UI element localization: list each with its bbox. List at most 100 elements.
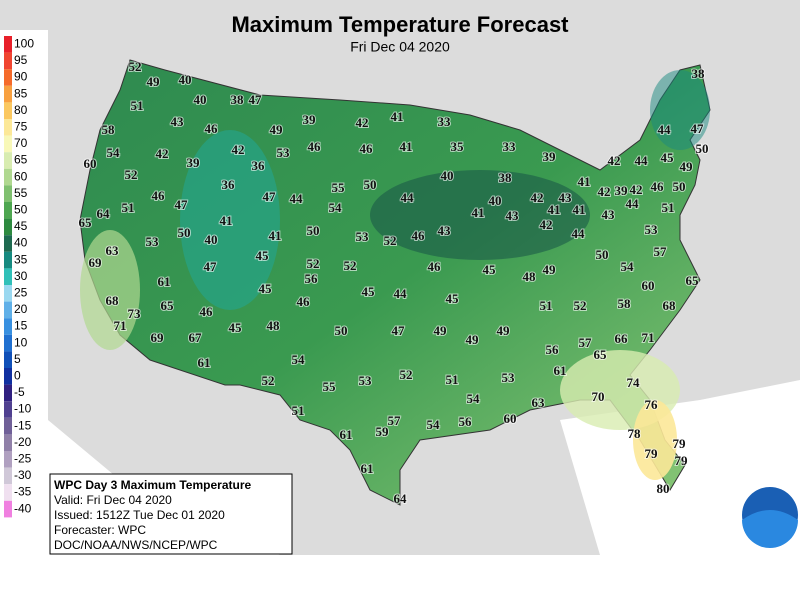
station-value: 49: [680, 159, 694, 174]
legend-swatch: [4, 152, 12, 169]
station-value: 65: [161, 298, 175, 313]
station-value: 44: [394, 286, 408, 301]
station-value: 54: [107, 145, 121, 160]
station-value: 39: [303, 112, 317, 127]
station-value: 71: [642, 330, 655, 345]
station-value: 45: [483, 262, 497, 277]
station-value: 50: [307, 223, 320, 238]
station-value: 65: [686, 273, 700, 288]
station-value: 51: [122, 200, 135, 215]
station-value: 38: [692, 66, 706, 81]
station-value: 65: [79, 215, 93, 230]
station-value: 55: [323, 379, 337, 394]
station-value: 50: [596, 247, 609, 262]
station-value: 47: [392, 323, 406, 338]
station-value: 43: [438, 223, 452, 238]
station-value: 76: [645, 397, 659, 412]
station-value: 52: [129, 59, 142, 74]
station-value: 71: [114, 318, 127, 333]
station-value: 45: [362, 284, 376, 299]
station-value: 74: [627, 375, 641, 390]
legend-label: 50: [14, 202, 28, 216]
legend-swatch: [4, 417, 12, 435]
station-value: 45: [661, 150, 675, 165]
station-value: 70: [592, 389, 605, 404]
station-value: 45: [446, 291, 460, 306]
station-value: 41: [391, 109, 404, 124]
legend-label: -5: [14, 385, 25, 399]
legend-label: 5: [14, 352, 21, 366]
station-value: 47: [263, 189, 277, 204]
legend-label: 100: [14, 36, 34, 50]
station-value: 44: [401, 190, 415, 205]
station-value: 53: [359, 373, 373, 388]
station-value: 58: [102, 122, 116, 137]
legend-label: 75: [14, 119, 28, 133]
station-value: 43: [506, 208, 520, 223]
station-value: 43: [171, 114, 185, 129]
station-value: 79: [645, 446, 659, 461]
info-box: [49, 473, 293, 555]
station-value: 39: [543, 149, 557, 164]
station-value: 52: [125, 167, 138, 182]
station-value: 54: [329, 200, 343, 215]
station-value: 54: [621, 259, 635, 274]
legend-swatch: [4, 467, 12, 485]
station-value: 45: [256, 248, 270, 263]
station-value: 47: [249, 92, 263, 107]
station-value: 73: [128, 306, 142, 321]
legend-swatch: [4, 434, 12, 451]
title: Maximum Temperature Forecast: [231, 12, 569, 37]
station-value: 78: [628, 426, 642, 441]
shade: [370, 170, 590, 260]
legend-label: 30: [14, 269, 28, 283]
station-value: 42: [156, 146, 169, 161]
station-value: 52: [262, 373, 275, 388]
station-value: 54: [292, 352, 306, 367]
station-value: 49: [270, 122, 284, 137]
legend-label: 60: [14, 169, 28, 183]
station-value: 46: [200, 304, 214, 319]
station-value: 46: [651, 179, 665, 194]
station-value: 40: [489, 193, 502, 208]
noaa-logo-wave: [742, 510, 798, 548]
station-value: 41: [472, 205, 485, 220]
station-value: 50: [178, 225, 191, 240]
station-value: 58: [618, 296, 632, 311]
station-value: 68: [106, 293, 120, 308]
info-line: DOC/NOAA/NWS/NCEP/WPC: [54, 538, 218, 552]
station-value: 53: [356, 229, 370, 244]
station-value: 46: [360, 141, 374, 156]
station-value: 45: [259, 281, 273, 296]
station-value: 38: [499, 170, 513, 185]
station-value: 53: [277, 145, 291, 160]
station-value: 42: [598, 184, 611, 199]
legend-swatch: [4, 202, 12, 219]
station-value: 48: [523, 269, 537, 284]
info-line: WPC Day 3 Maximum Temperature: [54, 478, 251, 492]
station-value: 41: [220, 213, 233, 228]
legend-label: 95: [14, 53, 28, 67]
legend-label: 80: [14, 103, 28, 117]
legend-swatch: [4, 301, 12, 319]
legend-swatch: [4, 119, 12, 136]
legend-label: 45: [14, 219, 28, 233]
station-value: 52: [384, 233, 397, 248]
station-value: 44: [626, 196, 640, 211]
station-value: 49: [434, 323, 448, 338]
station-value: 52: [574, 298, 587, 313]
info-line: Valid: Fri Dec 04 2020: [54, 493, 172, 507]
legend-swatch: [4, 102, 12, 119]
shade: [80, 230, 140, 350]
legend-swatch: [4, 235, 12, 252]
station-value: 61: [198, 355, 211, 370]
station-value: 63: [106, 243, 120, 258]
legend-swatch: [4, 268, 12, 285]
station-value: 63: [532, 395, 546, 410]
station-value: 56: [305, 271, 319, 286]
station-value: 48: [267, 318, 281, 333]
legend-label: -20: [14, 435, 32, 449]
legend-label: 0: [14, 368, 21, 382]
station-value: 42: [608, 153, 621, 168]
